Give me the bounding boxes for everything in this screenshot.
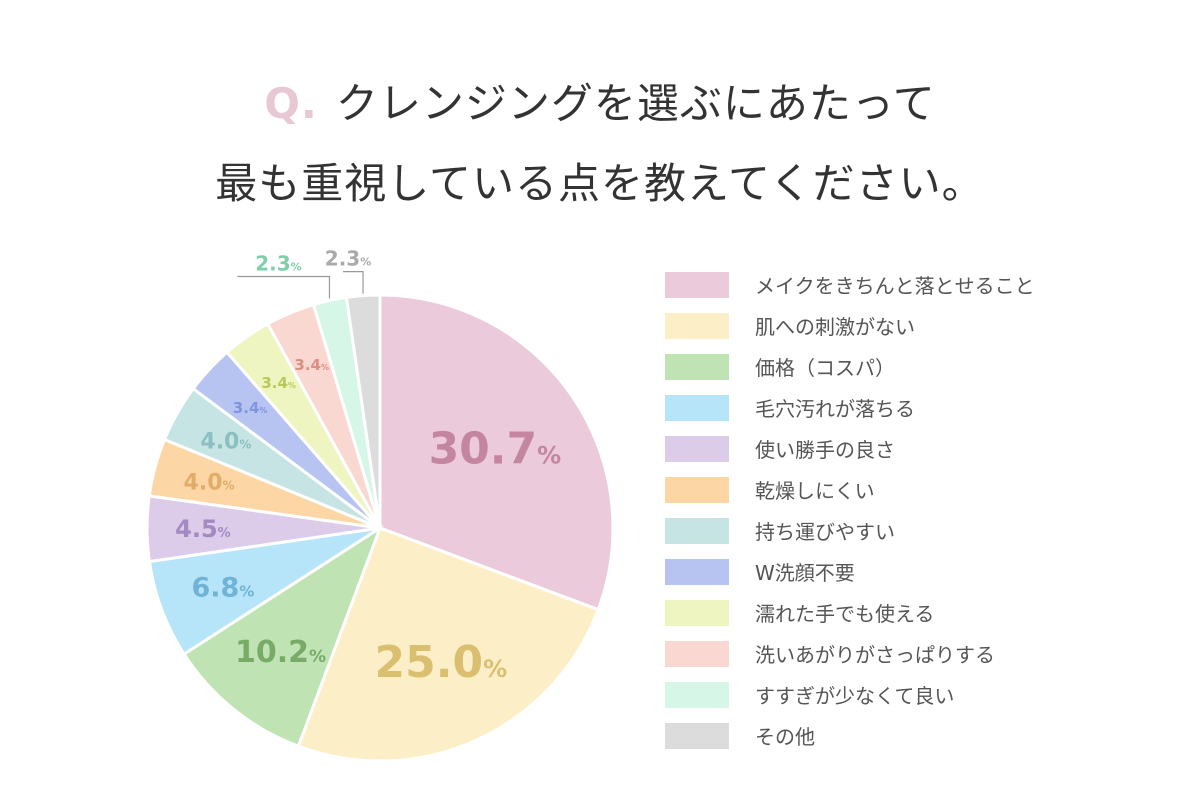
data-label: 6.8%	[191, 572, 254, 603]
legend-item: 使い勝手の良さ	[665, 428, 1035, 469]
chart-title-text-1: クレンジングを選ぶにあたって	[335, 79, 936, 128]
leader-line	[237, 275, 331, 299]
legend-label: 濡れた手でも使える	[755, 602, 935, 626]
legend-swatch	[665, 353, 729, 380]
pie-slice	[296, 526, 601, 763]
legend-swatch	[665, 271, 729, 298]
legend-item: 毛穴汚れが落ちる	[665, 387, 1035, 428]
pie-chart: 30.7%25.0%10.2%6.8%4.5%4.0%4.0%3.4%3.4%3…	[145, 247, 615, 763]
legend-label: 肌への刺激がない	[755, 315, 915, 339]
legend-item: 肌への刺激がない	[665, 305, 1035, 346]
legend-label: W洗顔不要	[755, 561, 855, 585]
data-label: 3.4%	[261, 374, 296, 392]
legend-item: 価格（コスパ）	[665, 346, 1035, 387]
legend-swatch	[665, 435, 729, 462]
legend-swatch	[665, 558, 729, 585]
legend-item: 持ち運びやすい	[665, 510, 1035, 551]
pie-slice	[378, 293, 615, 612]
data-label: 4.0%	[184, 471, 235, 496]
legend-swatch	[665, 640, 729, 667]
legend-swatch	[665, 312, 729, 339]
legend-label: 洗いあがりがさっぱりする	[755, 643, 995, 667]
pie-slice	[181, 524, 383, 749]
legend-item: W洗顔不要	[665, 551, 1035, 592]
legend-label: メイクをきちんと落とせること	[755, 274, 1035, 298]
legend-swatch	[665, 517, 729, 544]
legend-label: 価格（コスパ）	[755, 356, 895, 380]
legend-item: 濡れた手でも使える	[665, 592, 1035, 633]
data-label: 2.3%	[255, 251, 301, 275]
q-mark: Q.	[264, 79, 318, 128]
legend: メイクをきちんと落とせること 肌への刺激がない 価格（コスパ） 毛穴汚れが落ちる 使い勝…	[665, 264, 1035, 756]
legend-swatch	[665, 599, 729, 626]
leader-line	[343, 271, 364, 294]
legend-swatch	[665, 681, 729, 708]
legend-item: すすぎが少なくて良い	[665, 674, 1035, 715]
pie-slice	[344, 293, 382, 529]
chart-title-line2: 最も重視している点を教えてください。	[215, 159, 985, 208]
data-label: 2.3%	[325, 247, 371, 271]
legend-item: その他	[665, 715, 1035, 756]
legend-item: 洗いあがりがさっぱりする	[665, 633, 1035, 674]
chart-title-line1: Q. クレンジングを選ぶにあたって	[0, 70, 1200, 131]
legend-label: すすぎが少なくて良い	[755, 684, 955, 708]
legend-label: 使い勝手の良さ	[755, 438, 895, 462]
legend-swatch	[665, 476, 729, 503]
legend-label: その他	[755, 725, 815, 749]
legend-swatch	[665, 722, 729, 749]
legend-label: 毛穴汚れが落ちる	[755, 397, 915, 421]
data-label: 3.4%	[294, 356, 329, 374]
legend-label: 持ち運びやすい	[755, 520, 895, 544]
data-label: 3.4%	[233, 399, 268, 417]
legend-item: 乾燥しにくい	[665, 469, 1035, 510]
legend-swatch	[665, 394, 729, 421]
legend-label: 乾燥しにくい	[755, 479, 875, 503]
legend-item: メイクをきちんと落とせること	[665, 264, 1035, 305]
